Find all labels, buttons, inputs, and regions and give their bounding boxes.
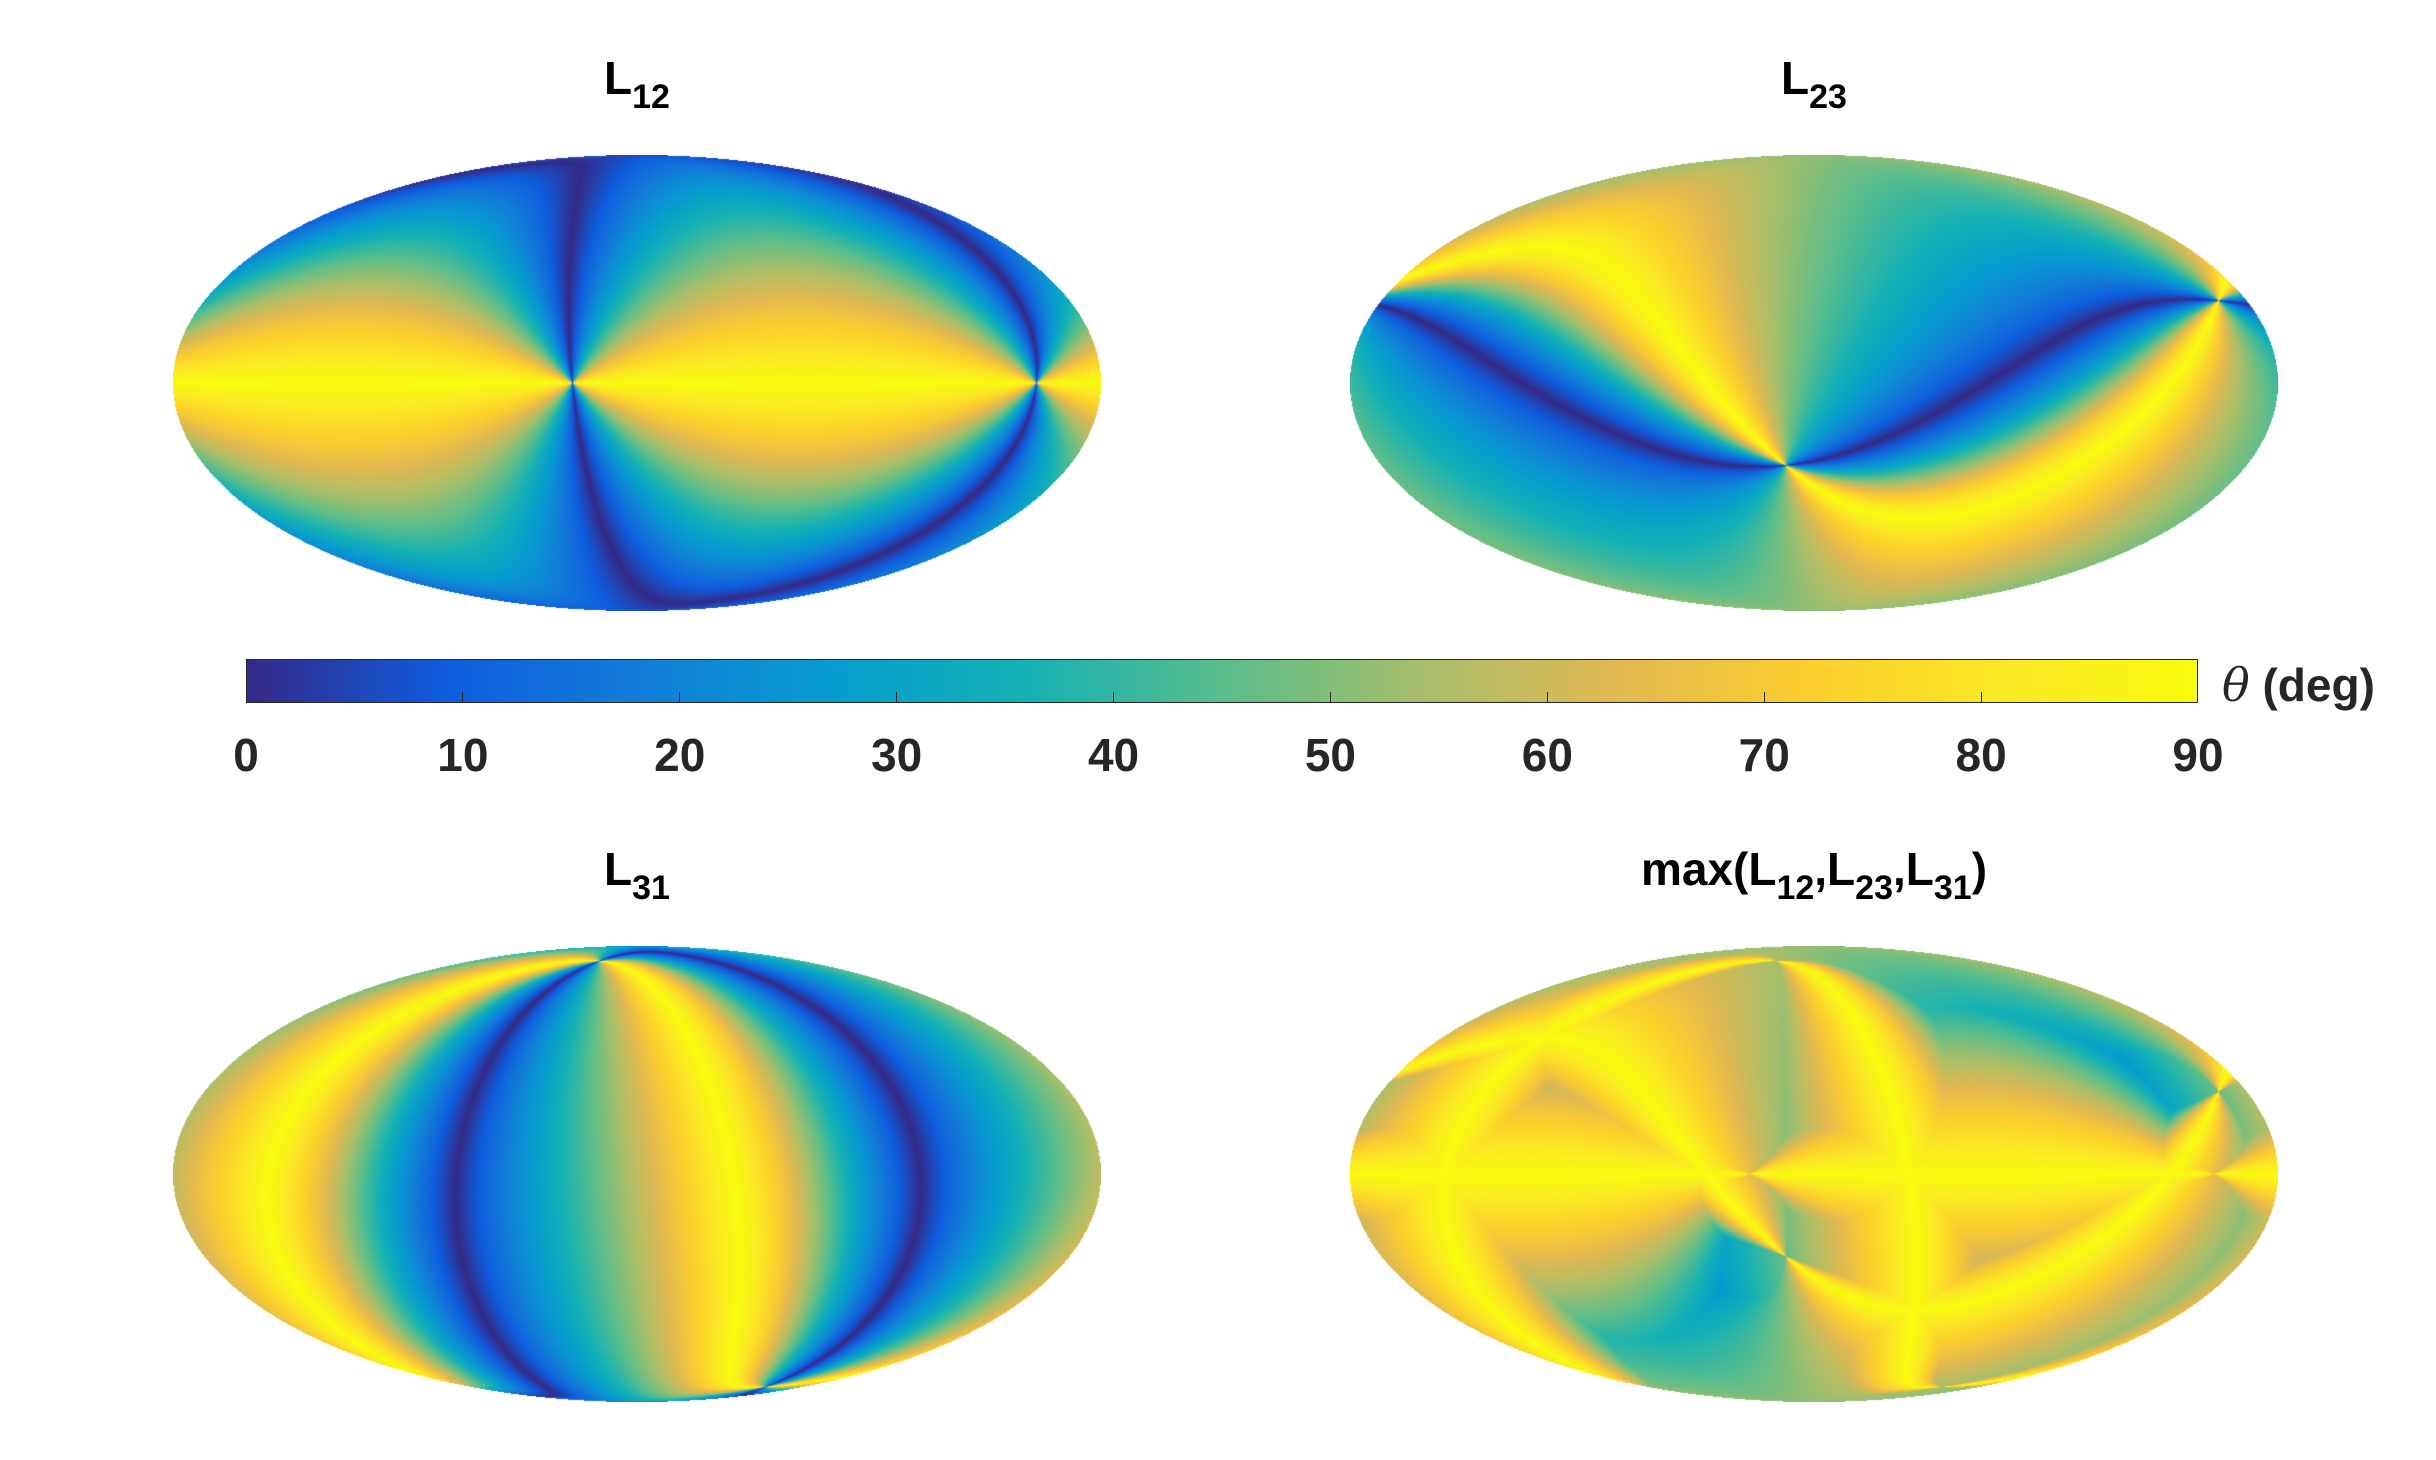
- colorbar-tick-mark: [1113, 692, 1115, 703]
- colorbar-tick-label: 90: [2172, 729, 2224, 781]
- colorbar-tick-label: 60: [1521, 729, 1573, 781]
- colorbar: [246, 659, 2198, 703]
- colorbar-tick-mark: [1329, 692, 1331, 703]
- colorbar-tick-label: 20: [654, 729, 706, 781]
- map-l23-heatmap: [1350, 155, 2278, 611]
- map-max-heatmap: [1350, 946, 2278, 1402]
- colorbar-tick-mark: [679, 692, 681, 703]
- colorbar-tick-label: 40: [1087, 729, 1140, 781]
- colorbar-tick-mark: [1546, 692, 1548, 703]
- map-l31-heatmap: [173, 946, 1101, 1402]
- map-l12-heatmap: [173, 155, 1101, 611]
- panel-title-max: max(L12,L23,L31): [1640, 843, 1988, 907]
- colorbar-tick-mark: [1763, 692, 1765, 703]
- colorbar-label: θ (deg): [2222, 658, 2375, 712]
- panel-title-l31: L31: [604, 843, 670, 907]
- colorbar-tick-mark: [896, 692, 898, 703]
- colorbar-tick-mark: [1980, 692, 1982, 703]
- colorbar-tick-mark: [462, 692, 464, 703]
- colorbar-tick-label: 10: [437, 729, 489, 781]
- panel-title-l12: L12: [604, 52, 670, 116]
- colorbar-tick-label: 70: [1738, 729, 1790, 781]
- colorbar-tick-label: 30: [871, 729, 923, 781]
- colorbar-tick-label: 50: [1304, 729, 1357, 781]
- panel-title-l23: L23: [1781, 52, 1847, 116]
- colorbar-tick-label: 0: [233, 729, 259, 781]
- colorbar-tick-label: 80: [1955, 729, 2007, 781]
